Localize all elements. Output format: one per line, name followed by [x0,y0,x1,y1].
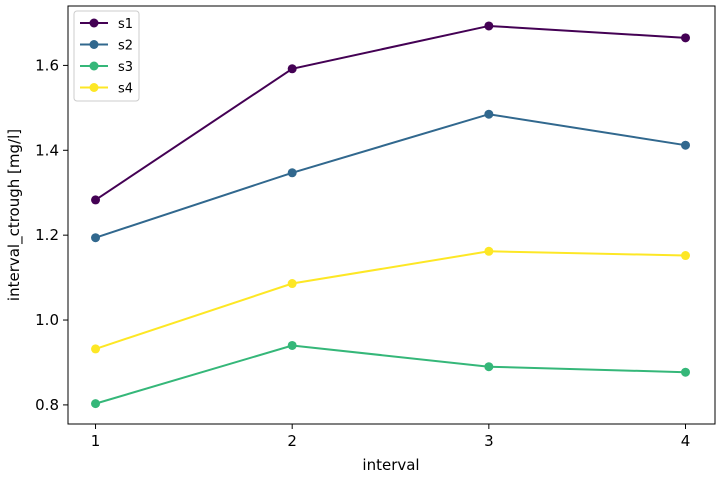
y-tick-label: 1.2 [35,226,59,244]
x-tick-label: 2 [287,432,297,450]
legend-label-s4: s4 [118,82,133,97]
data-point-s3 [681,367,691,377]
data-point-s1 [91,195,101,205]
data-point-s2 [484,109,494,119]
legend-marker-s3 [89,61,99,71]
legend-marker-s4 [89,83,99,92]
y-tick-label: 0.8 [35,396,59,414]
x-axis-ticks: 1 2 3 4 [91,424,691,450]
data-point-s2 [681,140,691,150]
data-point-s2 [91,233,101,243]
series-line-s3 [95,344,686,405]
x-tick-label: 3 [484,432,494,450]
data-point-s1 [681,33,691,43]
data-point-s3 [484,362,494,372]
legend-label-s2: s2 [118,39,133,54]
data-point-s4 [484,246,494,256]
data-point-s2 [287,168,297,178]
data-point-s1 [287,64,297,74]
legend-label-s1: s1 [118,17,133,32]
plot-area-frame [67,5,716,425]
data-point-s4 [681,251,691,261]
y-axis-ticks: 0.8 1.0 1.2 1.4 1.6 [35,56,68,414]
legend-label-s3: s3 [118,60,133,75]
data-point-s3 [287,340,297,350]
y-tick-label: 1.4 [35,141,59,159]
data-point-s4 [91,344,101,354]
y-axis-label: interval_ctrough [mg/l] [5,129,24,301]
y-tick-label: 1.0 [35,311,59,329]
data-point-s1 [484,21,494,31]
series-layer [91,21,691,409]
series-line-s1 [94,24,686,201]
legend-marker-s2 [89,40,99,49]
x-axis-label: interval [362,456,419,474]
x-tick-label: 4 [681,432,691,450]
series-line-s4 [95,250,686,350]
y-tick-label: 1.6 [35,56,59,74]
data-point-s3 [91,399,101,409]
legend: s1 s2 s3 s4 [73,10,140,102]
legend-box [73,10,140,102]
data-point-s4 [287,279,297,289]
series-line-s2 [95,113,686,239]
x-tick-label: 1 [91,432,101,450]
legend-marker-s1 [89,18,99,28]
